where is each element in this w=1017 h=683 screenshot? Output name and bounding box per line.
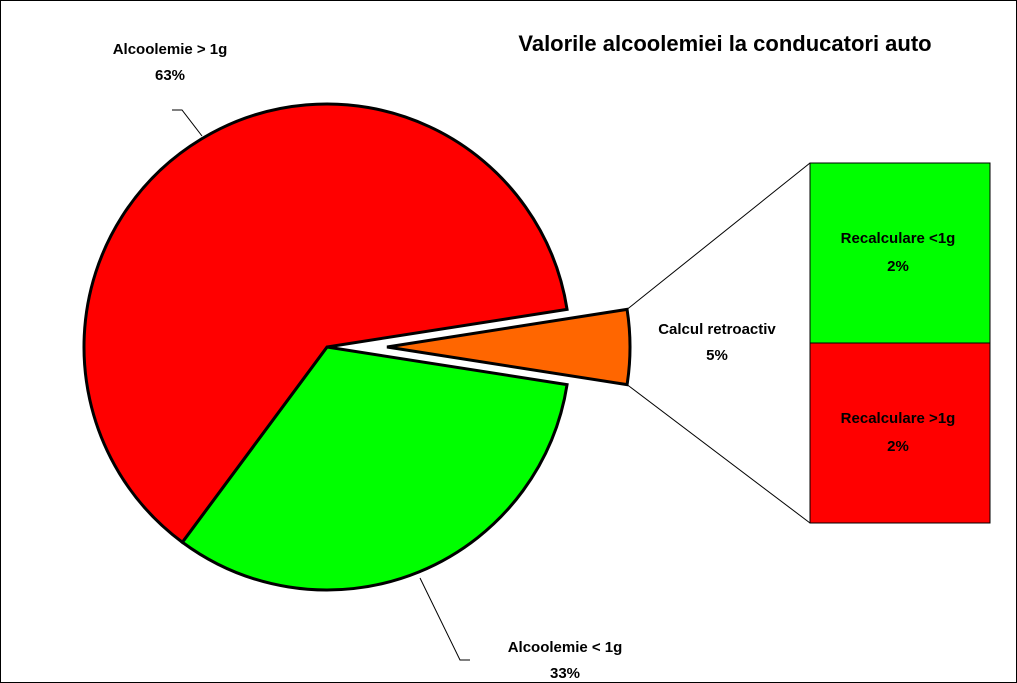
slice-value-label: 63% (155, 67, 185, 84)
leader-line (419, 577, 470, 661)
pie-slice (82, 102, 569, 545)
chart-title: Valorile alcoolemiei la conducatori auto (518, 31, 931, 56)
leader-line (172, 109, 203, 137)
slice-value-label: 33% (550, 665, 580, 682)
bar-value-label: 2% (887, 438, 909, 455)
bar-label: Recalculare <1g (841, 230, 956, 247)
slice-label: Calcul retroactiv (658, 321, 776, 338)
bar-value-label: 2% (887, 258, 909, 275)
slice-label: Alcoolemie < 1g (508, 639, 623, 656)
pie-slice (386, 307, 632, 387)
pie-slice (180, 345, 569, 592)
bar-segment (809, 162, 991, 344)
connector-line (626, 384, 811, 524)
connector-line (626, 162, 811, 310)
slice-label: Alcoolemie > 1g (113, 41, 228, 58)
bar-segment (809, 342, 991, 524)
bar-label: Recalculare >1g (841, 410, 956, 427)
slice-value-label: 5% (706, 347, 728, 364)
